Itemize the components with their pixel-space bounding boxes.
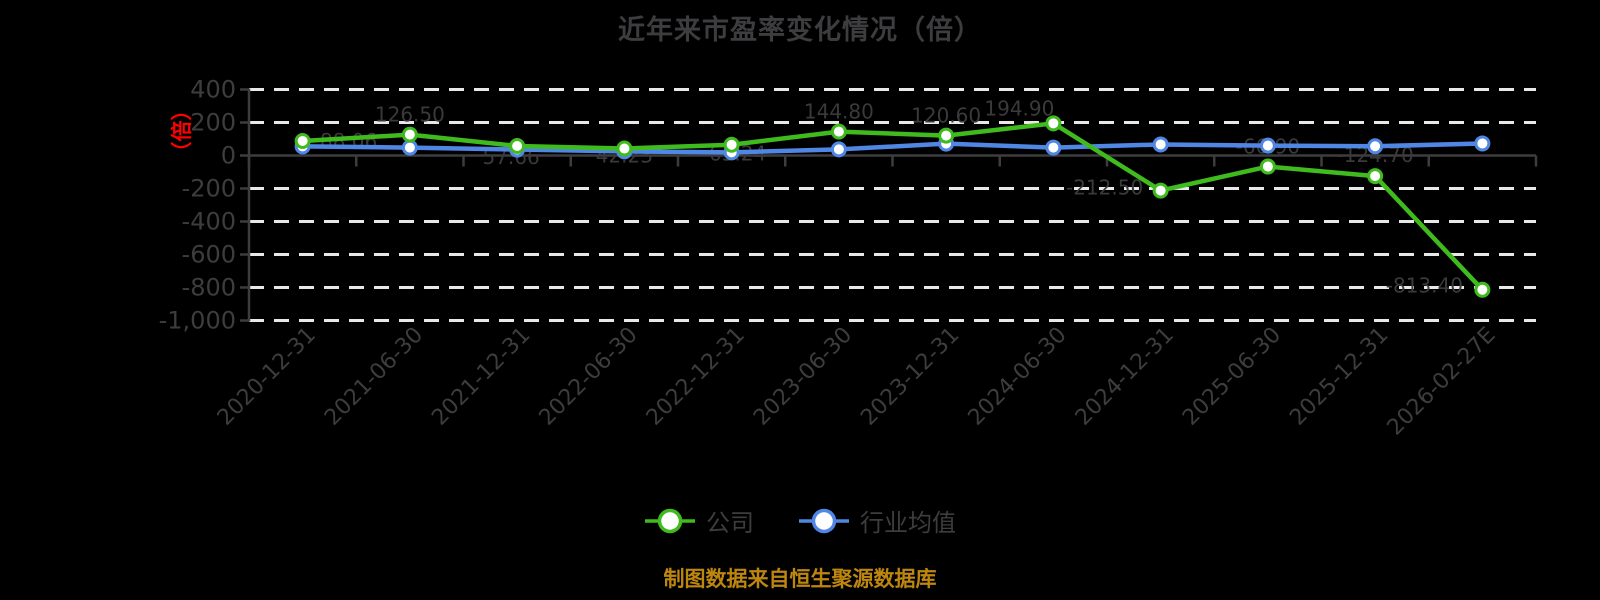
svg-text:126.50: 126.50 (375, 103, 445, 127)
industry-series-line (300, 141, 1485, 155)
svg-text:120.60: 120.60 (911, 104, 981, 128)
x-axis (247, 154, 1538, 167)
svg-text:-813.40: -813.40 (1386, 274, 1463, 298)
chart-title: 近年来市盈率变化情况（倍） (618, 15, 982, 46)
svg-text:0: 0 (221, 142, 236, 170)
industry-line-marker-icon (799, 508, 849, 533)
legend-label-industry: 行业均值 (860, 509, 956, 537)
svg-text:2022-06-30: 2022-06-30 (535, 323, 643, 431)
chart-plot-area: 400 200 0 -200 -400 -600 -800 -1,000 （倍） 2020-12-… (159, 76, 1538, 441)
svg-text:2025-06-30: 2025-06-30 (1178, 323, 1286, 431)
company-data-labels: 88.06126.5057.6642.2365.24144.80120.6019… (320, 96, 1463, 297)
svg-text:194.90: 194.90 (984, 96, 1054, 120)
chart-legend: 公司 行业均值 (0, 503, 1600, 538)
svg-text:2021-12-31: 2021-12-31 (427, 323, 535, 431)
svg-text:200: 200 (190, 109, 236, 137)
svg-text:-400: -400 (182, 208, 236, 236)
svg-text:2020-12-31: 2020-12-31 (213, 323, 321, 431)
svg-text:-212.50: -212.50 (1066, 176, 1143, 200)
svg-text:-1,000: -1,000 (159, 307, 236, 335)
company-series-markers (294, 115, 1491, 298)
svg-text:2022-12-31: 2022-12-31 (642, 323, 750, 431)
svg-text:2023-12-31: 2023-12-31 (856, 323, 964, 431)
company-series-line (300, 121, 1485, 292)
svg-text:2023-06-30: 2023-06-30 (749, 323, 857, 431)
svg-text:2026-02-27E: 2026-02-27E (1383, 323, 1501, 441)
gridlines (249, 88, 1536, 322)
svg-text:-800: -800 (182, 274, 236, 302)
legend-label-company: 公司 (706, 509, 754, 537)
svg-text:2021-06-30: 2021-06-30 (320, 323, 428, 431)
y-axis-unit-label: （倍） (170, 100, 194, 163)
source-note: 制图数据来自恒生聚源数据库 (663, 567, 937, 591)
svg-text:144.80: 144.80 (804, 100, 874, 124)
svg-text:-600: -600 (182, 241, 236, 269)
svg-text:2024-06-30: 2024-06-30 (964, 323, 1072, 431)
legend-item-company[interactable]: 公司 (644, 503, 754, 538)
svg-text:400: 400 (190, 76, 236, 104)
company-line-marker-icon (645, 508, 695, 533)
y-axis: 400 200 0 -200 -400 -600 -800 -1,000 (159, 76, 251, 335)
legend-item-industry[interactable]: 行业均值 (798, 503, 956, 538)
svg-text:2025-12-31: 2025-12-31 (1285, 323, 1393, 431)
svg-text:2024-12-31: 2024-12-31 (1071, 323, 1179, 431)
x-axis-labels: 2020-12-31 2021-06-30 2021-12-31 2022-06-30… (213, 323, 1501, 441)
svg-text:-200: -200 (182, 175, 236, 203)
